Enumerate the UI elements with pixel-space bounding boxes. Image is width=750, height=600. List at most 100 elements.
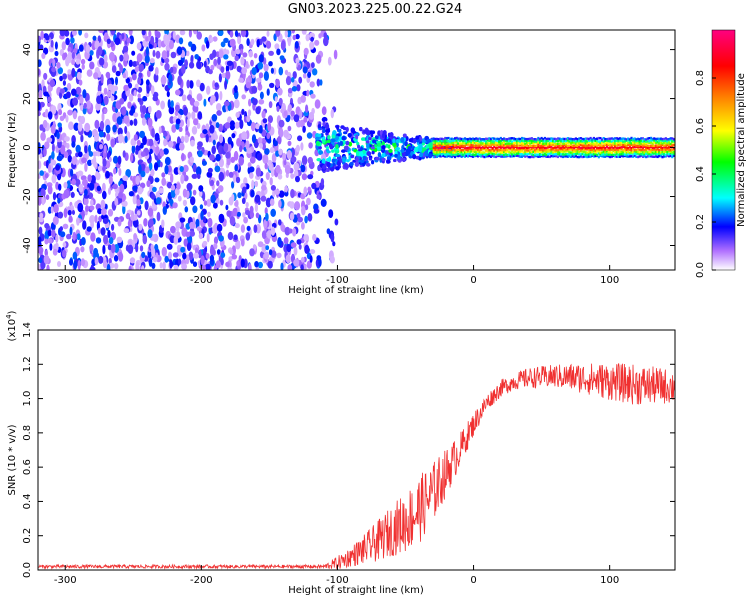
spectrogram-cell bbox=[592, 139, 595, 142]
spectrogram-cell bbox=[107, 229, 111, 239]
spectrogram-cell bbox=[268, 61, 273, 67]
spectrogram-cell bbox=[589, 155, 592, 158]
spectrogram-cell bbox=[465, 143, 468, 146]
spectrogram-cell bbox=[302, 73, 307, 79]
y-tick-label: 1.0 bbox=[22, 391, 33, 407]
spectrogram-cell bbox=[640, 148, 643, 152]
spectrogram-cell bbox=[444, 136, 447, 140]
spectrogram-cell bbox=[587, 144, 591, 147]
spectrogram-cell bbox=[270, 185, 276, 191]
spectrogram-cell bbox=[627, 150, 630, 154]
spectrogram-cell bbox=[209, 246, 215, 257]
spectrogram-cell bbox=[597, 136, 600, 140]
spectrogram-cell bbox=[467, 146, 470, 150]
spectrogram-cell bbox=[178, 126, 183, 132]
spectrogram-cell bbox=[150, 35, 155, 46]
spectrogram-cell bbox=[547, 137, 550, 140]
spectrogram-cell bbox=[622, 150, 625, 154]
spectrogram-cell bbox=[525, 141, 528, 144]
spectrogram-cell bbox=[509, 144, 512, 148]
spectrogram-cell bbox=[154, 66, 159, 76]
spectrogram-cell bbox=[641, 153, 644, 156]
spectrogram-cell bbox=[152, 95, 159, 102]
spectrogram-cell bbox=[571, 155, 574, 158]
spectrogram-cell bbox=[142, 95, 148, 102]
spectrogram-cell bbox=[63, 151, 69, 159]
spectrogram-cell bbox=[155, 197, 162, 205]
spectrogram-cell bbox=[269, 147, 275, 154]
spectrogram-cell bbox=[623, 148, 626, 151]
spectrogram-cell bbox=[576, 150, 579, 153]
spectrogram-cell bbox=[509, 155, 512, 158]
spectrogram-x-label: Height of straight line (km) bbox=[288, 285, 424, 296]
spectrogram-cell bbox=[468, 152, 471, 155]
spectrogram-cell bbox=[440, 153, 444, 156]
spectrogram-cell bbox=[609, 155, 612, 159]
spectrogram-cell bbox=[216, 180, 220, 187]
snr-panel: -300 -200 -100 0 100 0.00.20.40.60.81.01.21.… bbox=[5, 310, 676, 596]
spectrogram-cell bbox=[579, 147, 582, 150]
spectrogram-cell bbox=[334, 149, 338, 154]
spectrogram-cell bbox=[445, 148, 448, 151]
spectrogram-cell bbox=[499, 139, 502, 143]
spectrogram-cell bbox=[651, 148, 654, 151]
spectrogram-cell bbox=[594, 145, 597, 149]
spectrogram-cell bbox=[617, 155, 620, 158]
spectrogram-cell bbox=[579, 153, 582, 156]
spectrogram-cell bbox=[205, 65, 210, 72]
spectrogram-cell bbox=[98, 255, 104, 264]
spectrogram-cell bbox=[499, 146, 502, 149]
spectrogram-cell bbox=[361, 137, 366, 141]
spectrogram-cell bbox=[669, 139, 672, 142]
spectrogram-cell bbox=[501, 153, 504, 156]
spectrogram-cell bbox=[663, 137, 666, 141]
spectrogram-cell bbox=[463, 151, 466, 154]
spectrogram-cell bbox=[264, 163, 268, 170]
spectrogram-cell bbox=[476, 142, 479, 145]
spectrogram-cell bbox=[132, 194, 137, 205]
spectrogram-cell bbox=[83, 197, 89, 206]
spectrogram-cell bbox=[434, 139, 437, 142]
spectrogram-cell bbox=[330, 233, 335, 243]
spectrogram-cell bbox=[537, 150, 540, 153]
spectrogram-cell bbox=[527, 152, 530, 156]
spectrogram-cell bbox=[287, 87, 293, 94]
spectrogram-cell bbox=[622, 137, 625, 140]
spectrogram-cell bbox=[99, 144, 104, 150]
spectrogram-cell bbox=[295, 175, 300, 183]
spectrogram-cell bbox=[496, 142, 499, 145]
spectrogram-cell bbox=[512, 148, 515, 151]
spectrogram-cell bbox=[169, 259, 173, 269]
spectrogram-cell bbox=[145, 36, 149, 42]
spectrogram-cell bbox=[632, 139, 635, 142]
spectrogram-cell bbox=[55, 164, 61, 171]
spectrogram-cell bbox=[225, 169, 230, 177]
spectrogram-cell bbox=[489, 151, 493, 154]
spectrogram-cell bbox=[581, 144, 584, 147]
spectrogram-cell bbox=[630, 151, 633, 154]
spectrogram-cell bbox=[587, 137, 591, 141]
spectrogram-cell bbox=[648, 144, 651, 147]
spectrogram-cell bbox=[463, 155, 466, 158]
spectrogram-cell bbox=[552, 148, 555, 151]
spectrogram-cell bbox=[530, 137, 533, 140]
spectrogram-cell bbox=[440, 149, 444, 152]
spectrogram-cell bbox=[638, 142, 641, 145]
spectrogram-cell bbox=[133, 112, 139, 118]
spectrogram-cell bbox=[499, 148, 502, 152]
spectrogram-cell bbox=[170, 100, 174, 108]
spectrogram-cell bbox=[251, 85, 258, 94]
spectrogram-cell bbox=[452, 139, 455, 142]
spectrogram-cell bbox=[568, 154, 571, 158]
spectrogram-cell bbox=[247, 162, 252, 168]
spectrogram-cell bbox=[486, 155, 489, 158]
spectrogram-cell bbox=[220, 66, 225, 73]
spectrogram-cell bbox=[450, 137, 453, 140]
spectrogram-cell bbox=[168, 106, 175, 115]
spectrogram-cell bbox=[609, 151, 612, 154]
spectrogram-cell bbox=[485, 145, 488, 149]
spectrogram-cell bbox=[295, 144, 300, 153]
spectrogram-cell bbox=[552, 155, 555, 158]
spectrogram-cell bbox=[315, 54, 322, 64]
spectrogram-cell bbox=[475, 148, 478, 151]
